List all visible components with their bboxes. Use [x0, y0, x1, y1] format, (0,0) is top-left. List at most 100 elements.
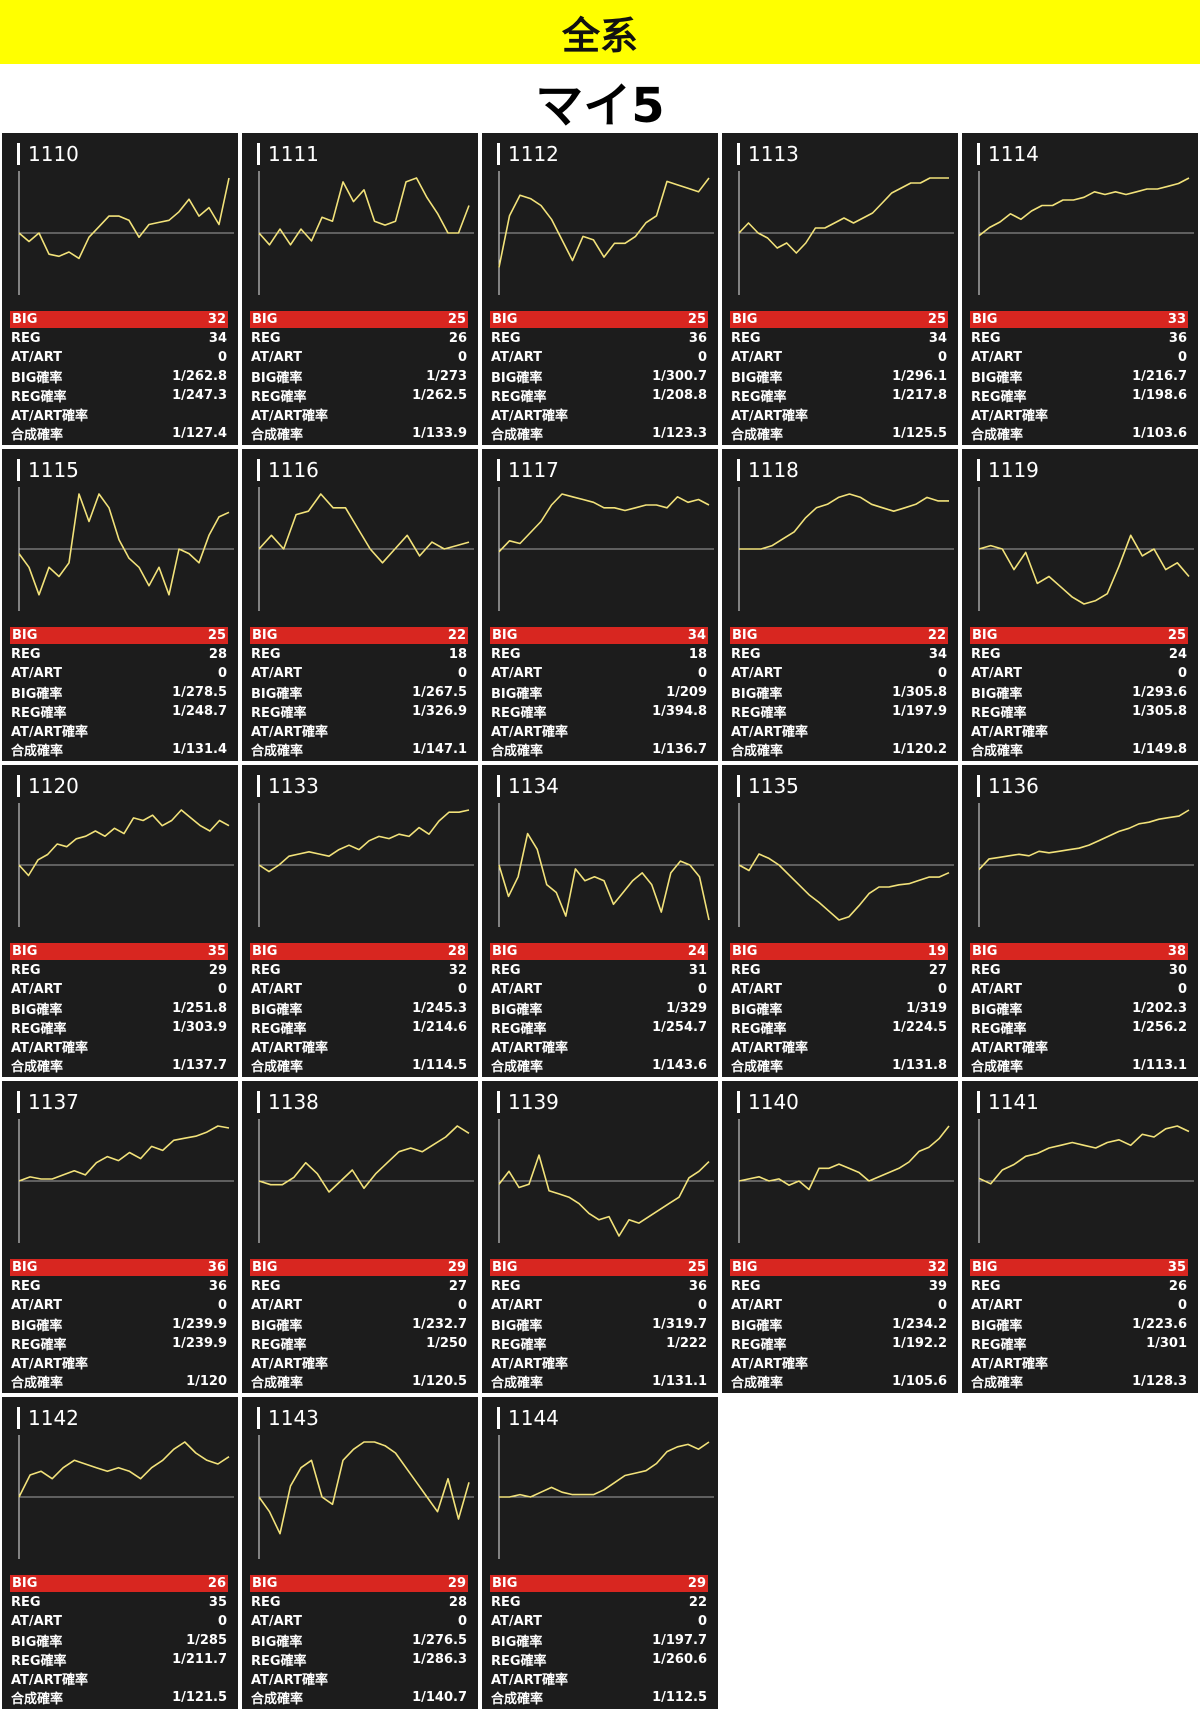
stat-row-reg-rate: REG確率 1/262.5	[250, 386, 468, 405]
stat-label: REG	[971, 331, 1001, 346]
stat-row-reg-rate: REG確率 1/254.7	[490, 1018, 708, 1037]
stat-row-big-rate: BIG確率 1/267.5	[250, 683, 468, 702]
stat-row-big: BIG 38	[970, 943, 1188, 960]
stat-row-at-rate: AT/ART確率	[490, 1669, 708, 1688]
stat-row-big-rate: BIG確率 1/296.1	[730, 367, 948, 386]
stat-row-big: BIG 29	[490, 1575, 708, 1592]
stat-label: 合成確率	[971, 744, 1024, 759]
stat-row-total-rate: 合成確率 1/103.6	[970, 424, 1188, 443]
stats-table: BIG 32 REG 34 AT/ART 0 BIG確率 1/262.8 REG確率 1/247.…	[10, 311, 228, 443]
stat-value: 1/216.7	[1132, 369, 1187, 384]
stat-row-at-rate: AT/ART確率	[250, 405, 468, 424]
stat-value: 31	[688, 963, 707, 978]
machine-card: 1139 BIG 25 REG 36 AT/ART 0 BIG確率 1/319.7 REG確率 1/…	[482, 1081, 718, 1393]
slump-line	[738, 1125, 950, 1191]
stat-label: BIG	[12, 312, 38, 327]
machine-number: 1114	[977, 143, 1039, 165]
stat-label: BIG	[492, 1576, 518, 1591]
stat-row-reg-rate: REG確率 1/197.9	[730, 702, 948, 721]
slump-chart	[498, 171, 714, 295]
stat-label: BIG	[492, 312, 518, 327]
stat-label: REG	[11, 331, 41, 346]
machine-card: 1118 BIG 22 REG 34 AT/ART 0 BIG確率 1/305.8 REG確率 1/…	[722, 449, 958, 761]
stat-row-big-rate: BIG確率 1/329	[490, 999, 708, 1018]
stat-label: AT/ART	[251, 1614, 303, 1629]
stat-value: 25	[447, 312, 466, 327]
stat-label: AT/ART確率	[971, 1041, 1049, 1056]
stat-value: 1/131.8	[892, 1058, 947, 1073]
stat-label: REG確率	[11, 1654, 67, 1669]
stat-row-at: AT/ART 0	[730, 664, 948, 683]
stat-label: BIG確率	[251, 371, 303, 386]
stat-label: REG確率	[971, 706, 1027, 721]
stat-value: 0	[937, 666, 947, 681]
stat-label: AT/ART確率	[11, 1357, 89, 1372]
stat-value: 1/232.7	[412, 1317, 467, 1332]
stat-label: 合成確率	[251, 744, 304, 759]
stat-label: REG確率	[11, 390, 67, 405]
stat-label: BIG	[252, 1576, 278, 1591]
stat-row-total-rate: 合成確率 1/131.1	[490, 1372, 708, 1391]
stat-label: REG確率	[251, 1654, 307, 1669]
stat-label: AT/ART確率	[491, 409, 569, 424]
stat-label: 合成確率	[491, 1060, 544, 1075]
stat-label: 合成確率	[971, 1060, 1024, 1075]
stat-value: 26	[207, 1576, 226, 1591]
stat-label: 合成確率	[971, 428, 1024, 443]
stat-row-at-rate: AT/ART確率	[730, 1037, 948, 1056]
machine-number: 1139	[497, 1091, 559, 1113]
stat-row-reg: REG 26	[250, 329, 468, 348]
stat-label: AT/ART	[971, 1298, 1023, 1313]
stat-row-reg-rate: REG確率 1/214.6	[250, 1018, 468, 1037]
stat-value: 18	[448, 647, 467, 662]
stat-value: 1/254.7	[652, 1020, 707, 1035]
stat-row-at-rate: AT/ART確率	[10, 1037, 228, 1056]
slump-line	[978, 1125, 1190, 1185]
stat-label: AT/ART	[11, 1614, 63, 1629]
stat-label: BIG確率	[971, 1319, 1023, 1334]
stats-table: BIG 25 REG 36 AT/ART 0 BIG確率 1/300.7 REG確率 1/208.…	[490, 311, 708, 443]
slump-chart	[18, 1435, 234, 1559]
stat-label: AT/ART	[251, 982, 303, 997]
slump-chart	[498, 1119, 714, 1243]
stat-value: 1/300.7	[652, 369, 707, 384]
stat-row-reg-rate: REG確率 1/286.3	[250, 1650, 468, 1669]
stat-value: 1/256.2	[1132, 1020, 1187, 1035]
stat-row-at-rate: AT/ART確率	[10, 1669, 228, 1688]
stat-value: 1/217.8	[892, 388, 947, 403]
machine-card: 1142 BIG 26 REG 35 AT/ART 0 BIG確率 1/285 REG確率 1/21…	[2, 1397, 238, 1709]
stats-table: BIG 24 REG 31 AT/ART 0 BIG確率 1/329 REG確率 1/254.7 A…	[490, 943, 708, 1075]
stat-row-big: BIG 29	[250, 1259, 468, 1276]
stat-value: 1/239.9	[172, 1336, 227, 1351]
stat-row-at: AT/ART 0	[250, 1296, 468, 1315]
machine-number: 1134	[497, 775, 559, 797]
stat-label: BIG	[492, 944, 518, 959]
stat-label: AT/ART	[11, 350, 63, 365]
stat-label: BIG確率	[971, 371, 1023, 386]
stat-value: 24	[687, 944, 706, 959]
stat-label: BIG	[732, 312, 758, 327]
machine-card: 1116 BIG 22 REG 18 AT/ART 0 BIG確率 1/267.5 REG確率 1/…	[242, 449, 478, 761]
stat-row-reg: REG 30	[970, 961, 1188, 980]
stat-row-big: BIG 22	[250, 627, 468, 644]
slump-line	[498, 493, 710, 553]
stat-row-total-rate: 合成確率 1/125.5	[730, 424, 948, 443]
stat-row-reg-rate: REG確率 1/208.8	[490, 386, 708, 405]
stat-row-big-rate: BIG確率 1/251.8	[10, 999, 228, 1018]
stat-row-big-rate: BIG確率 1/216.7	[970, 367, 1188, 386]
stat-label: AT/ART確率	[731, 1357, 809, 1372]
stat-value: 25	[1167, 628, 1186, 643]
stat-value: 28	[208, 647, 227, 662]
stat-row-total-rate: 合成確率 1/128.3	[970, 1372, 1188, 1391]
stat-label: 合成確率	[491, 1376, 544, 1391]
stat-label: 合成確率	[731, 428, 784, 443]
stat-value: 0	[937, 1298, 947, 1313]
stat-value: 1/319.7	[652, 1317, 707, 1332]
stat-label: 合成確率	[251, 428, 304, 443]
stat-row-big: BIG 35	[970, 1259, 1188, 1276]
stat-row-at-rate: AT/ART確率	[10, 1353, 228, 1372]
stat-row-reg-rate: REG確率 1/303.9	[10, 1018, 228, 1037]
stat-row-big: BIG 29	[250, 1575, 468, 1592]
stat-row-at: AT/ART 0	[250, 980, 468, 999]
stat-label: AT/ART	[971, 350, 1023, 365]
